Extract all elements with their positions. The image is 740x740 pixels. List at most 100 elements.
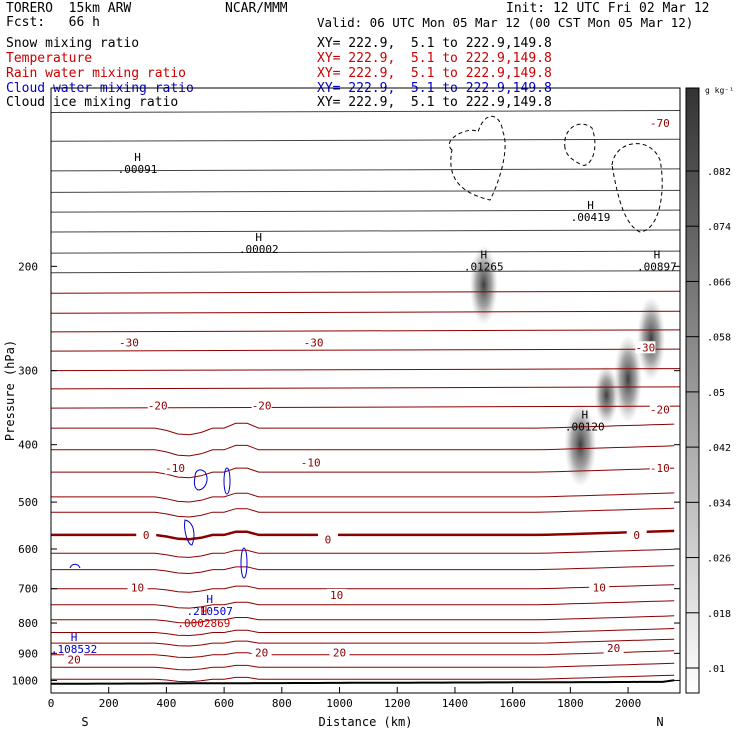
- model-title: TORERO 15km ARW: [6, 1, 132, 16]
- colorbar-tick-label: .026: [707, 554, 731, 565]
- cloud-water-contour-4: [184, 519, 195, 546]
- colorbar-tick-label: .018: [707, 609, 731, 620]
- isotherm-upper-10: [50, 329, 681, 333]
- isotherm-lower-14: [51, 662, 675, 671]
- maximum-value-label: .00002: [239, 243, 279, 256]
- temperature-label-bg: [329, 646, 350, 659]
- temperature-label-bg: [326, 588, 347, 601]
- y-tick-label: 800: [18, 617, 38, 630]
- x-axis-label: Distance (km): [319, 715, 413, 729]
- x-tick-label: 600: [214, 697, 234, 710]
- temperature-label-bg: [64, 653, 85, 666]
- plot-frame: [50, 87, 681, 694]
- isotherm-lower-6: [51, 548, 675, 558]
- temperature-label-bg: [118, 336, 139, 349]
- temperature-label: 10: [593, 582, 606, 595]
- cloud-water-contour-3: [240, 547, 248, 579]
- temperature-label-bg: [165, 462, 186, 475]
- temperature-label-bg: [251, 399, 272, 412]
- x-tick-label: 1800: [557, 697, 584, 710]
- forecast-hour: Fcst: 66 h: [6, 15, 100, 30]
- cloud-ice-contour-1: [448, 115, 506, 201]
- isotherm-upper-12: [50, 368, 681, 372]
- isotherm-upper-13: [50, 386, 681, 390]
- temperature-label: -10: [650, 462, 670, 475]
- maximum-marker-h: H: [134, 151, 141, 164]
- temperature-label-bg: [649, 462, 670, 475]
- temperature-label-bg: [300, 456, 321, 469]
- endpoint-left-label: S: [81, 715, 88, 729]
- isotherm-upper-7: [50, 270, 681, 274]
- cloud-water-contour-1: [193, 469, 208, 491]
- isotherm-lower-2: [51, 467, 675, 479]
- snow-shading-2: [594, 365, 619, 426]
- valid-time: Valid: 06 UTC Mon 05 Mar 12 (00 CST Mon …: [317, 15, 694, 30]
- org-title: NCAR/MMM: [225, 1, 288, 16]
- colorbar-tick-label: .042: [707, 443, 731, 454]
- y-tick-label: 1000: [12, 674, 39, 687]
- temperature-label: -70: [650, 117, 670, 130]
- temperature-label-bg: [626, 528, 647, 541]
- isotherm-upper-6: [50, 250, 681, 254]
- temperature-label-bg: [649, 403, 670, 416]
- maximum-value-label: .00897: [637, 260, 677, 273]
- temperature-label: 20: [67, 653, 80, 666]
- cloud-ice-contour-3: [611, 143, 663, 233]
- maximum-value-label: .00120: [565, 421, 605, 434]
- temperature-label: 20: [255, 646, 268, 659]
- colorbar-tick-label: .05: [707, 388, 725, 399]
- field-label-cloud-ice: Cloud ice mixing ratio: [6, 95, 179, 110]
- isotherm-lower-7: [51, 565, 675, 575]
- colorbar-tick-label: .082: [707, 167, 731, 178]
- isotherm-lower-8: [51, 584, 675, 593]
- temperature-label: -30: [635, 341, 655, 354]
- x-tick-label: 0: [48, 697, 55, 710]
- isotherm-upper-5: [50, 229, 681, 233]
- colorbar-tick-label: .074: [707, 222, 731, 233]
- isotherm-lower-3: [51, 492, 675, 503]
- field-xy-temperature: XY= 222.9, 5.1 to 222.9,149.8: [317, 51, 552, 66]
- isotherm-upper-3: [50, 189, 681, 193]
- isotherm-upper-0: [50, 110, 681, 114]
- isotherm-lower-11: [51, 628, 675, 637]
- temperature-label: -30: [304, 337, 324, 350]
- temperature-label: -20: [148, 400, 168, 413]
- x-tick-label: 800: [272, 697, 292, 710]
- isotherm-lower-4: [51, 507, 675, 518]
- temperature-label: 20: [333, 646, 346, 659]
- colorbar-tick-label: .034: [707, 498, 731, 509]
- temperature-label: -30: [119, 337, 139, 350]
- field-xy-rain: XY= 222.9, 5.1 to 222.9,149.8: [317, 66, 552, 81]
- temperature-label: 10: [330, 589, 343, 602]
- x-tick-label: 2000: [615, 697, 642, 710]
- isotherm-upper-2: [50, 168, 681, 172]
- y-tick-label: 400: [18, 439, 38, 452]
- init-time: Init: 12 UTC Fri 02 Mar 12: [506, 1, 710, 16]
- field-label-snow: Snow mixing ratio: [6, 36, 140, 51]
- temperature-label: 0: [143, 529, 150, 542]
- x-tick-label: 1400: [442, 697, 469, 710]
- field-xy-snow: XY= 222.9, 5.1 to 222.9,149.8: [317, 36, 552, 51]
- maximum-marker-h: H: [201, 605, 208, 618]
- cloud-water-contour-2: [223, 467, 231, 495]
- temperature-label-bg: [635, 341, 656, 354]
- temperature-label-bg: [127, 581, 148, 594]
- temperature-label-bg: [589, 581, 610, 594]
- maximum-value-label: .0002869: [177, 617, 230, 630]
- maximum-value-label: .00091: [118, 163, 158, 176]
- x-tick-label: 1000: [326, 697, 353, 710]
- maximum-marker-h: H: [480, 248, 487, 261]
- field-label-temperature: Temperature: [6, 51, 93, 66]
- temperature-label: 10: [131, 582, 144, 595]
- maximum-marker-h: H: [206, 593, 213, 606]
- isotherm-upper-8: [50, 290, 681, 294]
- isotherm-lower-9: [51, 600, 675, 609]
- temperature-label: -20: [650, 403, 670, 416]
- snow-shading-1: [564, 402, 597, 487]
- cloud-ice-contour-2: [564, 123, 596, 166]
- x-tick-label: 1200: [384, 697, 411, 710]
- x-tick-label: 200: [99, 697, 119, 710]
- y-tick-label: 600: [18, 543, 38, 556]
- isotherm-lower-13: [51, 650, 675, 659]
